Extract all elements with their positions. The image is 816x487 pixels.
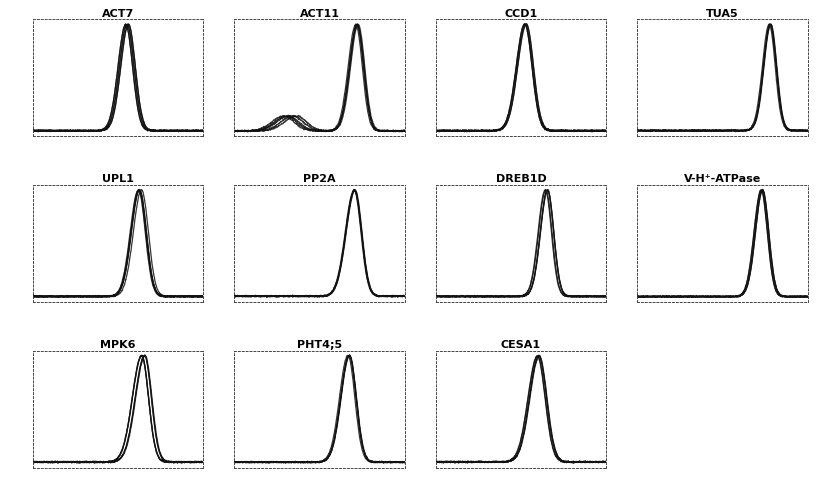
Title: TUA5: TUA5 [706,9,738,19]
Title: PHT4;5: PHT4;5 [297,340,342,350]
Title: UPL1: UPL1 [102,174,134,185]
Title: PP2A: PP2A [304,174,336,185]
Title: ACT7: ACT7 [102,9,134,19]
Title: DREB1D: DREB1D [495,174,547,185]
Title: CCD1: CCD1 [504,9,538,19]
Title: ACT11: ACT11 [299,9,339,19]
Title: MPK6: MPK6 [100,340,135,350]
Title: V-H⁺-ATPase: V-H⁺-ATPase [684,174,761,185]
Title: CESA1: CESA1 [501,340,541,350]
